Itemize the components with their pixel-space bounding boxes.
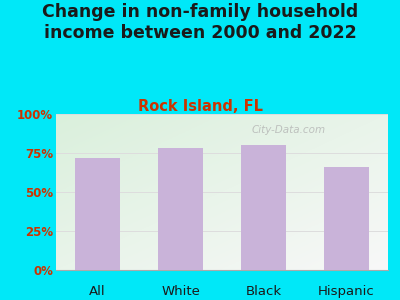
Bar <box>75 158 120 270</box>
Text: Hispanic: Hispanic <box>318 285 375 298</box>
Text: All: All <box>89 285 106 298</box>
Bar <box>324 167 369 270</box>
Text: Black: Black <box>246 285 282 298</box>
Text: White: White <box>161 285 200 298</box>
Text: Change in non-family household
income between 2000 and 2022: Change in non-family household income be… <box>42 3 358 42</box>
Text: Rock Island, FL: Rock Island, FL <box>138 99 262 114</box>
Bar <box>158 148 203 270</box>
Text: City-Data.com: City-Data.com <box>251 124 326 135</box>
Bar <box>241 145 286 270</box>
